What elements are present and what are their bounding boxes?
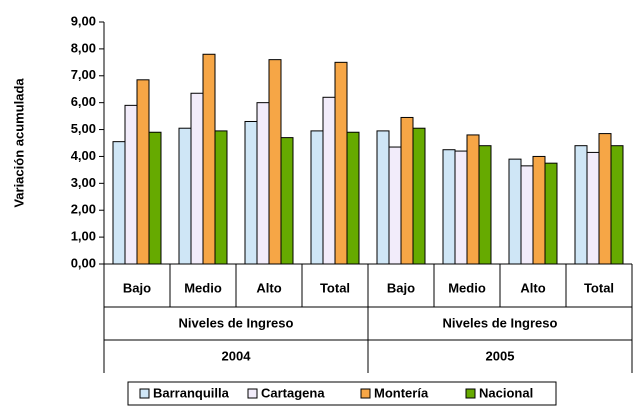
bar [112, 141, 126, 265]
bar [478, 145, 492, 265]
legend-swatch [247, 388, 258, 399]
bar [442, 149, 456, 265]
bar [532, 155, 546, 265]
y-tick-label: 6,00 [71, 94, 96, 109]
bar [376, 130, 390, 265]
legend-label: Barranquilla [153, 385, 230, 400]
bar [454, 150, 468, 265]
bar [412, 127, 426, 265]
bar [508, 158, 522, 265]
y-tick-label: 0,00 [71, 255, 96, 270]
x-tick-label: Alto [520, 280, 545, 295]
bar [388, 146, 402, 265]
x-tick-label: Total [320, 280, 350, 295]
bar [280, 137, 294, 265]
y-tick-label: 4,00 [71, 148, 96, 163]
legend-box [127, 381, 557, 406]
y-tick-label: 7,00 [71, 67, 96, 82]
y-tick-label: 8,00 [71, 40, 96, 55]
bar [268, 59, 282, 265]
y-axis-title: Variación acumulada [11, 78, 26, 208]
year-label: 2005 [486, 348, 515, 363]
y-tick-label: 1,00 [71, 229, 96, 244]
y-tick-label: 9,00 [71, 13, 96, 28]
bar [466, 134, 480, 265]
bar [214, 130, 228, 265]
bar [334, 61, 348, 265]
legend-swatch [139, 388, 150, 399]
bar [598, 133, 612, 265]
bar [574, 145, 588, 265]
bar [586, 151, 600, 265]
bar [310, 130, 324, 265]
bar [124, 104, 138, 265]
bar [136, 79, 150, 265]
group-label: Niveles de Ingreso [443, 315, 558, 330]
y-tick-label: 5,00 [71, 121, 96, 136]
legend-swatch [465, 388, 476, 399]
bar [256, 102, 270, 265]
bar [520, 165, 534, 265]
legend-swatch [360, 388, 371, 399]
x-tick-label: Total [584, 280, 614, 295]
x-tick-label: Medio [448, 280, 486, 295]
bar [400, 116, 414, 265]
x-tick-label: Medio [184, 280, 222, 295]
bar [322, 96, 336, 265]
y-tick-label: 2,00 [71, 202, 96, 217]
x-tick-label: Bajo [387, 280, 415, 295]
group-label: Niveles de Ingreso [179, 315, 294, 330]
legend-label: Cartagena [261, 385, 325, 400]
legend-label: Nacional [479, 385, 533, 400]
y-tick-label: 3,00 [71, 175, 96, 190]
bar [244, 120, 258, 265]
bar [346, 131, 360, 265]
x-tick-label: Alto [256, 280, 281, 295]
legend-label: Montería [374, 385, 429, 400]
bar [202, 53, 216, 265]
bar [544, 162, 558, 265]
year-label: 2004 [222, 348, 252, 363]
bar [148, 131, 162, 265]
bar [610, 145, 624, 265]
bar [178, 127, 192, 265]
x-tick-label: Bajo [123, 280, 151, 295]
bar [190, 92, 204, 265]
